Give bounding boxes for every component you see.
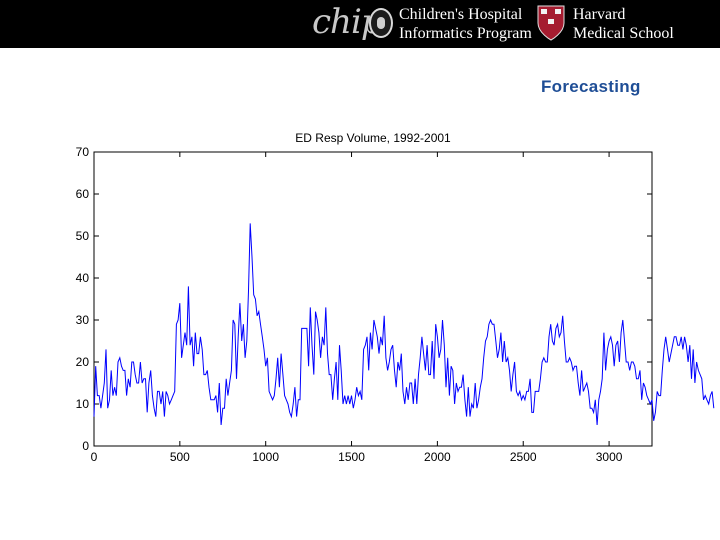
- x-tick-label: 2000: [424, 450, 451, 464]
- x-tick-label: 0: [91, 450, 98, 464]
- plot-frame: [93, 151, 653, 447]
- x-tick-label: 500: [170, 450, 190, 464]
- x-tick-label: 2500: [510, 450, 537, 464]
- chip-seal-icon: [369, 8, 393, 38]
- x-tick-label: 1500: [338, 450, 365, 464]
- y-tick-label: 0: [82, 439, 89, 453]
- hms-name-line2: Medical School: [573, 25, 674, 42]
- chip-name-line2: Informatics Program: [399, 25, 532, 42]
- chip-name: Children's Hospital Informatics Program: [399, 5, 532, 43]
- y-tick-label: 50: [76, 229, 90, 243]
- chart-title: ED Resp Volume, 1992-2001: [295, 131, 451, 145]
- hms-name: Harvard Medical School: [573, 5, 674, 43]
- series-line: [93, 223, 715, 426]
- x-tick-label: 1000: [252, 450, 279, 464]
- y-tick-label: 10: [76, 397, 90, 411]
- y-tick-label: 40: [76, 271, 90, 285]
- x-tick-label: 3000: [596, 450, 623, 464]
- y-tick-label: 20: [76, 355, 90, 369]
- y-tick-label: 30: [76, 313, 90, 327]
- chip-name-line1: Children's Hospital: [399, 6, 523, 23]
- header-bar: chip Children's Hospital Informatics Pro…: [0, 0, 720, 48]
- y-tick-label: 70: [76, 145, 90, 159]
- y-tick-label: 60: [76, 187, 90, 201]
- hms-name-line1: Harvard: [573, 6, 626, 23]
- harvard-shield-icon: [537, 5, 565, 41]
- line-chart: ED Resp Volume, 1992-2001 0 500 1000 1500 20…: [76, 131, 715, 464]
- slide-title: Forecasting: [541, 77, 641, 96]
